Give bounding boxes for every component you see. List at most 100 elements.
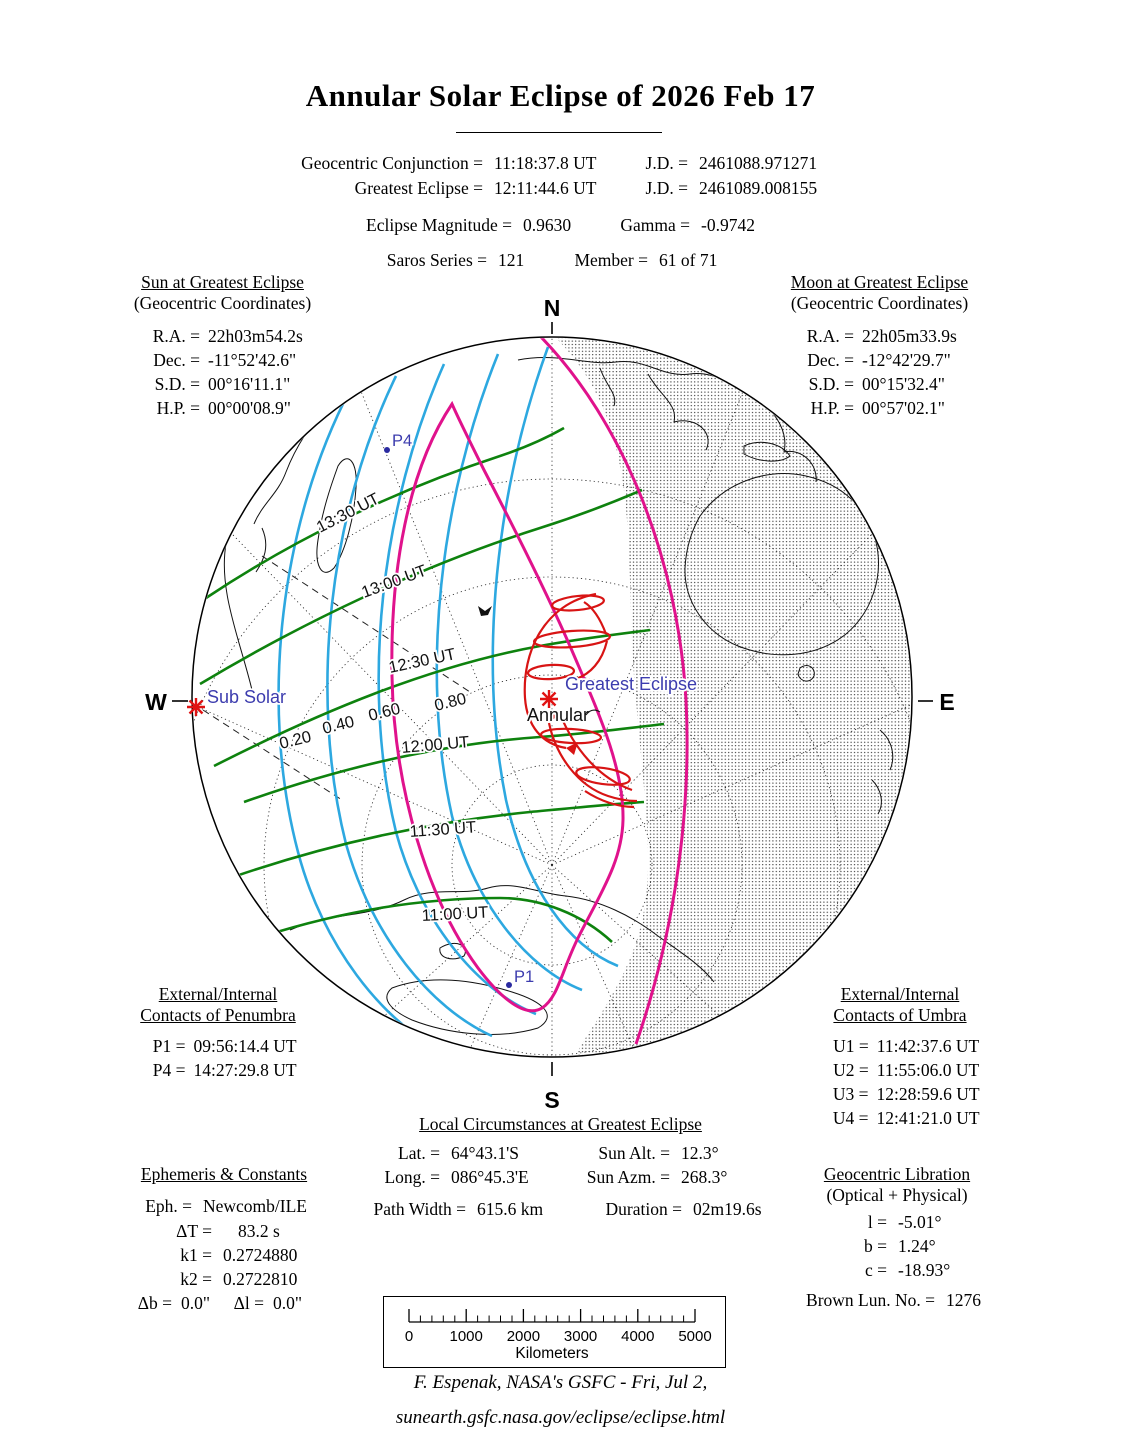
k1-value: 0.2724880 — [223, 1245, 298, 1265]
annular-label: Annular — [527, 705, 589, 725]
ecliptic-dashes — [202, 555, 471, 801]
libration-b-value: 1.24° — [898, 1236, 936, 1256]
moon-sd-row: S.D. = 00°15'32.4" — [762, 372, 997, 396]
delta-l-label: Δl = — [233, 1293, 265, 1313]
ephemeris-title: Ephemeris & Constants — [140, 1164, 308, 1184]
footer-credit: F. Espenak, NASA's GSFC - Fri, Jul 2, — [413, 1372, 708, 1393]
scale-tick-1000: 1000 — [450, 1328, 483, 1345]
p4-contact-row: P4 = 14:27:29.8 UT — [118, 1058, 318, 1082]
member-value: 61 of 71 — [659, 250, 718, 270]
k1-row: k1 = 0.2724880 — [128, 1245, 297, 1266]
penumbra-limits — [390, 338, 689, 1045]
gamma-row: Gamma = -0.9742 — [598, 215, 755, 236]
page-title: Annular Solar Eclipse of 2026 Feb 17 — [305, 78, 816, 113]
long-label: Long. = — [384, 1167, 440, 1187]
libration-block: Geocentric Libration (Optical + Physical… — [797, 1164, 997, 1206]
libration-c-row: c = -18.93° — [855, 1260, 950, 1281]
magnitude-label: Eclipse Magnitude = — [366, 215, 512, 235]
scale-tick-3000: 3000 — [564, 1328, 597, 1345]
moon-ra-label: R.A. = — [806, 326, 854, 346]
moon-sd-label: S.D. = — [808, 374, 854, 394]
scale-tick-2000: 2000 — [507, 1328, 540, 1345]
compass-north: N — [544, 295, 561, 321]
moon-sd-value: 00°15'32.4" — [862, 374, 945, 394]
sun-alt-value: 12.3° — [681, 1143, 719, 1163]
sun-hp-row: H.P. = 00°00'08.9" — [105, 396, 340, 420]
greatest-eclipse-value: 12:11:44.6 UT — [494, 178, 597, 198]
moon-block-title: Moon at Greatest Eclipse — [790, 272, 969, 292]
ephemeris-block: Ephemeris & Constants — [124, 1164, 324, 1185]
sun-ra-value: 22h03m54.2s — [208, 326, 303, 346]
compass-south: S — [544, 1087, 559, 1113]
member-label: Member = — [574, 250, 648, 270]
moon-dec-value: -12°42'29.7" — [862, 350, 951, 370]
lat-row: Lat. = 64°43.1'S — [370, 1143, 519, 1164]
title-rule — [456, 132, 662, 133]
p1-contact-row: P1 = 09:56:14.4 UT — [118, 1034, 318, 1058]
night-region — [556, 338, 911, 1056]
sun-block: Sun at Greatest Eclipse (Geocentric Coor… — [105, 272, 340, 420]
compass-east: E — [939, 689, 954, 715]
u2-contact-label: U2 = — [833, 1060, 869, 1080]
libration-l-value: -5.01° — [898, 1212, 942, 1232]
penumbra-contacts-block: External/Internal Contacts of Penumbra P… — [118, 984, 318, 1082]
sun-alt-row: Sun Alt. = 12.3° — [565, 1143, 719, 1164]
local-circumstances-title: Local Circumstances at Greatest Eclipse — [419, 1114, 702, 1134]
k2-value: 0.2722810 — [223, 1269, 298, 1289]
p4-label: P4 — [392, 432, 412, 450]
saros-value: 121 — [498, 250, 525, 270]
sub-solar-marker — [187, 698, 205, 716]
compass-ticks — [172, 322, 933, 1076]
saros-row: Saros Series = 121 — [330, 250, 525, 271]
sun-alt-label: Sun Alt. = — [598, 1143, 670, 1163]
u2-contact-value: 11:55:06.0 UT — [876, 1060, 980, 1080]
k2-row: k2 = 0.2722810 — [128, 1269, 297, 1290]
k2-label: k2 = — [180, 1269, 212, 1289]
p1-label: P1 — [514, 968, 534, 986]
umbra-contacts-block: External/Internal Contacts of Umbra U1 =… — [800, 984, 1000, 1130]
globe-outline — [191, 336, 913, 1058]
libration-c-label: c = — [864, 1260, 887, 1280]
conjunction-value: 11:18:37.8 UT — [494, 153, 597, 173]
p4-contact-value: 14:27:29.8 UT — [193, 1060, 297, 1080]
conjunction-label: Geocentric Conjunction = — [301, 153, 483, 173]
path-width-row: Path Width = 615.6 km — [356, 1199, 544, 1220]
delta-b-value: 0.0" — [181, 1293, 211, 1313]
u2-contact-row: U2 = 11:55:06.0 UT — [800, 1058, 1000, 1082]
sun-hp-value: 00°00'08.9" — [208, 398, 291, 418]
gamma-value: -0.9742 — [701, 215, 755, 235]
umbra-title-1: External/Internal — [840, 984, 960, 1004]
delta-t-value: 83.2 s — [238, 1221, 280, 1241]
graticule — [193, 338, 911, 1056]
scale-unit-label: Kilometers — [515, 1345, 588, 1362]
libration-subtitle: (Optical + Physical) — [826, 1185, 968, 1205]
long-value: 086°45.3'E — [451, 1167, 529, 1187]
sun-azm-row: Sun Azm. = 268.3° — [565, 1167, 728, 1188]
magnitude-contours — [277, 346, 619, 1054]
libration-c-value: -18.93° — [898, 1260, 951, 1280]
penumbra-title-1: External/Internal — [158, 984, 278, 1004]
lat-label: Lat. = — [398, 1143, 440, 1163]
greatest-jd-value: 2461089.008155 — [699, 178, 818, 198]
p4-point — [384, 447, 390, 453]
compass-west: W — [145, 689, 167, 715]
libration-b-row: b = 1.24° — [855, 1236, 936, 1257]
scale-bar: 0 1000 2000 3000 4000 5000 Kilometers — [383, 1296, 726, 1368]
scale-ruler: 0 1000 2000 3000 4000 5000 Kilometers — [405, 1309, 712, 1362]
u4-contact-label: U4 = — [832, 1108, 869, 1128]
libration-title: Geocentric Libration — [823, 1164, 971, 1184]
sun-azm-value: 268.3° — [681, 1167, 728, 1187]
sunrise-sunset-loop — [390, 400, 625, 1013]
greatest-eclipse-label: Greatest Eclipse — [565, 674, 697, 694]
libration-l-label: l = — [867, 1212, 887, 1232]
conjunction-row: Geocentric Conjunction = 11:18:37.8 UT — [240, 153, 596, 174]
path-width-label: Path Width = — [373, 1199, 466, 1219]
p1-contact-label: P1 = — [152, 1036, 186, 1056]
eph-value: Newcomb/ILE — [203, 1196, 307, 1216]
libration-l-row: l = -5.01° — [855, 1212, 942, 1233]
k1-label: k1 = — [180, 1245, 212, 1265]
u3-contact-row: U3 = 12:28:59.6 UT — [800, 1082, 1000, 1106]
lat-value: 64°43.1'S — [451, 1143, 520, 1163]
eph-row: Eph. = Newcomb/ILE — [128, 1196, 307, 1217]
